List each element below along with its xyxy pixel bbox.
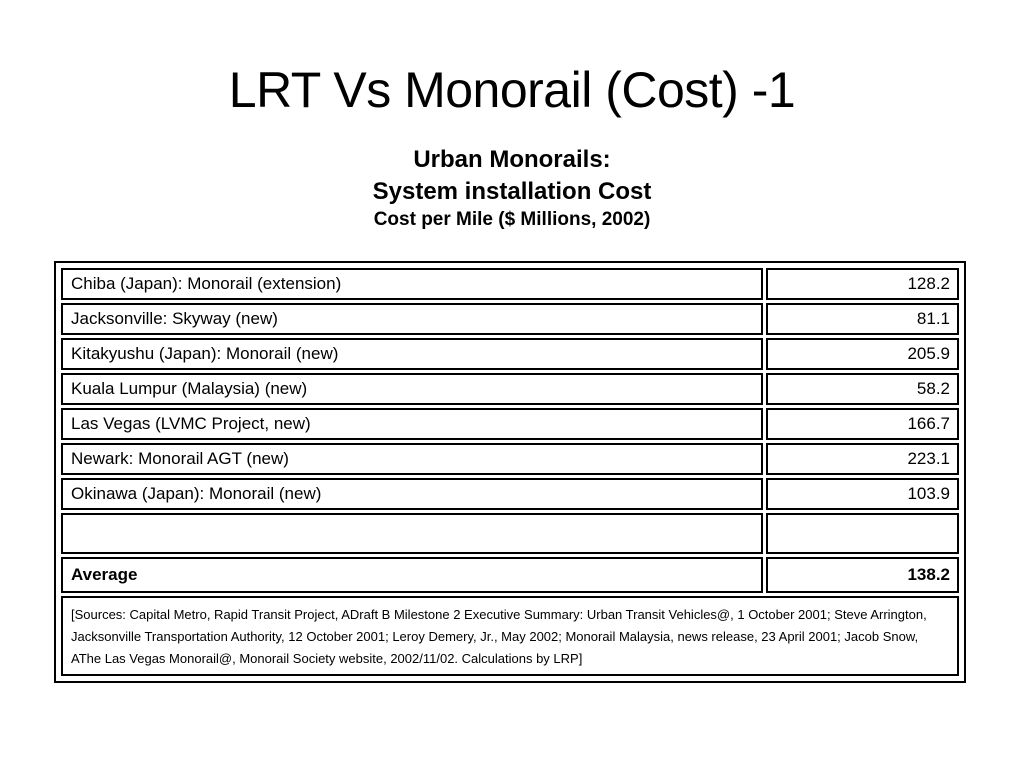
table-row: Las Vegas (LVMC Project, new) 166.7 — [61, 408, 959, 440]
table-row: Kitakyushu (Japan): Monorail (new) 205.9 — [61, 338, 959, 370]
system-name-cell: Newark: Monorail AGT (new) — [61, 443, 763, 475]
system-name-cell: Chiba (Japan): Monorail (extension) — [61, 268, 763, 300]
sources-note: [Sources: Capital Metro, Rapid Transit P… — [61, 596, 959, 676]
blank-cell — [61, 513, 763, 554]
cost-cell: 205.9 — [766, 338, 959, 370]
system-name-cell: Kitakyushu (Japan): Monorail (new) — [61, 338, 763, 370]
heading-line-2: System installation Cost — [372, 178, 652, 205]
cost-table: Chiba (Japan): Monorail (extension) 128.… — [58, 265, 962, 679]
cost-table-frame: Chiba (Japan): Monorail (extension) 128.… — [54, 261, 966, 683]
table-row: Newark: Monorail AGT (new) 223.1 — [61, 443, 959, 475]
cost-cell: 223.1 — [766, 443, 959, 475]
system-name-cell: Jacksonville: Skyway (new) — [61, 303, 763, 335]
heading-line-3: Cost per Mile ($ Millions, 2002) — [373, 209, 651, 230]
heading-line-1: Urban Monorails: — [413, 146, 611, 173]
table-row: Kuala Lumpur (Malaysia) (new) 58.2 — [61, 373, 959, 405]
cost-cell: 128.2 — [766, 268, 959, 300]
cost-cell: 103.9 — [766, 478, 959, 510]
table-heading: Urban Monorails: System installation Cos… — [0, 144, 1024, 232]
cost-cell: 166.7 — [766, 408, 959, 440]
table-row: Jacksonville: Skyway (new) 81.1 — [61, 303, 959, 335]
system-name-cell: Las Vegas (LVMC Project, new) — [61, 408, 763, 440]
table-row: Chiba (Japan): Monorail (extension) 128.… — [61, 268, 959, 300]
table-row: Okinawa (Japan): Monorail (new) 103.9 — [61, 478, 959, 510]
system-name-cell: Okinawa (Japan): Monorail (new) — [61, 478, 763, 510]
slide-title: LRT Vs Monorail (Cost) -1 — [228, 62, 796, 118]
blank-row — [61, 513, 959, 554]
average-value: 138.2 — [766, 557, 959, 593]
blank-cell — [766, 513, 959, 554]
average-label: Average — [61, 557, 763, 593]
system-name-cell: Kuala Lumpur (Malaysia) (new) — [61, 373, 763, 405]
cost-cell: 81.1 — [766, 303, 959, 335]
average-row: Average 138.2 — [61, 557, 959, 593]
sources-row: [Sources: Capital Metro, Rapid Transit P… — [61, 596, 959, 676]
cost-cell: 58.2 — [766, 373, 959, 405]
